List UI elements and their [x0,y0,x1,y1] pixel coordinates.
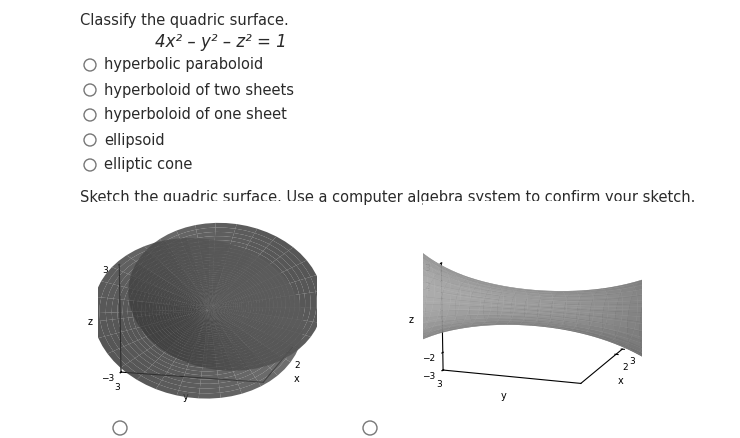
Y-axis label: y: y [500,391,506,401]
Text: hyperboloid of one sheet: hyperboloid of one sheet [104,107,287,123]
X-axis label: x: x [618,376,624,386]
Text: Sketch the quadric surface. Use a computer algebra system to confirm your sketch: Sketch the quadric surface. Use a comput… [80,190,696,205]
X-axis label: x: x [295,374,300,384]
Text: hyperbolic paraboloid: hyperbolic paraboloid [104,57,263,73]
Text: Classify the quadric surface.: Classify the quadric surface. [80,13,289,28]
Text: 4x² – y² – z² = 1: 4x² – y² – z² = 1 [155,33,287,51]
Text: ellipsoid: ellipsoid [104,133,164,148]
Text: hyperboloid of two sheets: hyperboloid of two sheets [104,82,294,98]
Text: elliptic cone: elliptic cone [104,158,192,173]
Y-axis label: y: y [183,392,189,402]
